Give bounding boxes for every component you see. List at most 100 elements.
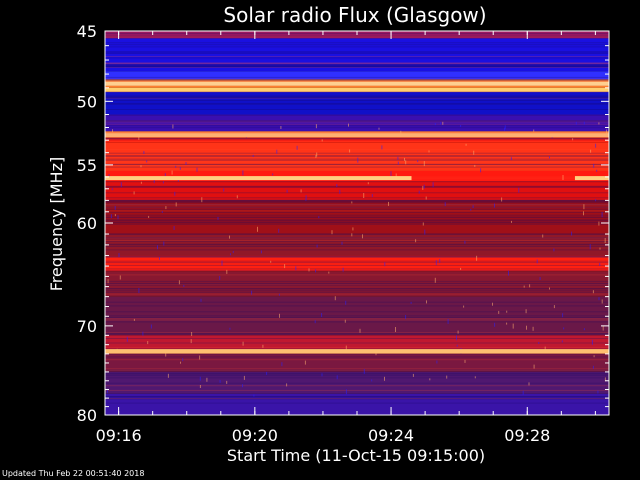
spectrum-striation bbox=[105, 219, 609, 221]
spectrum-speckle bbox=[598, 221, 600, 226]
spectrum-speckle bbox=[410, 301, 412, 304]
spectrum-striation bbox=[105, 123, 609, 125]
spectrum-speckle bbox=[286, 189, 288, 193]
spectrum-speckle bbox=[432, 182, 434, 188]
spectrum-striation bbox=[105, 96, 609, 98]
spectrum-speckle bbox=[172, 124, 174, 129]
spectrum-speckle bbox=[118, 253, 120, 258]
spectrum-striation bbox=[105, 44, 609, 46]
spectrum-speckle bbox=[562, 175, 564, 180]
spectrum-striation bbox=[105, 62, 609, 64]
spectrum-speckle bbox=[164, 173, 166, 177]
spectrum-speckle bbox=[328, 271, 330, 274]
spectrum-speckle bbox=[599, 262, 601, 266]
spectrum-speckle bbox=[510, 157, 512, 161]
spectrum-speckle bbox=[435, 260, 437, 266]
spectrum-striation bbox=[105, 398, 609, 400]
spectrum-striation bbox=[105, 222, 609, 224]
spectrum-striation bbox=[105, 161, 609, 163]
spectrum-striation bbox=[105, 100, 609, 101]
spectrum-speckle bbox=[252, 154, 254, 157]
spectrum-striation bbox=[105, 199, 609, 201]
spectrum-striation bbox=[105, 301, 609, 303]
spectrum-speckle bbox=[262, 344, 264, 348]
spectrum-speckle bbox=[384, 262, 386, 267]
spectrum-speckle bbox=[504, 127, 505, 131]
spectrum-speckle bbox=[272, 173, 274, 176]
x-tick-label: 09:28 bbox=[504, 426, 550, 445]
spectrum-speckle bbox=[404, 157, 405, 161]
y-axis-label: Frequency [MHz] bbox=[47, 157, 66, 291]
x-tick-label: 09:20 bbox=[232, 426, 278, 445]
spectrum-speckle bbox=[463, 305, 465, 308]
spectrum-striation bbox=[105, 186, 609, 188]
spectrum-striation bbox=[105, 210, 609, 212]
spectrum-speckle bbox=[253, 394, 255, 397]
spectrum-speckle bbox=[601, 212, 603, 218]
spectrum-striation bbox=[105, 385, 609, 387]
spectrum-striation bbox=[105, 57, 609, 59]
spectrum-striation bbox=[105, 256, 609, 258]
spectrum-speckle bbox=[119, 275, 121, 280]
spectrum-striation bbox=[105, 42, 609, 44]
spectrum-speckle bbox=[434, 123, 436, 126]
spectrum-striation bbox=[105, 283, 609, 285]
spectrum-striation bbox=[105, 207, 609, 209]
spectrum-speckle bbox=[345, 389, 347, 395]
spectrum-speckle bbox=[498, 310, 500, 314]
y-tick-label: 70 bbox=[77, 317, 97, 336]
spectrum-speckle bbox=[266, 371, 268, 375]
spectrum-speckle bbox=[321, 313, 323, 317]
spectrum-striation bbox=[105, 214, 609, 216]
spectrum-speckle bbox=[444, 202, 446, 207]
spectrum-speckle bbox=[157, 245, 158, 250]
spectrum-striation bbox=[105, 223, 609, 225]
spectrum-speckle bbox=[133, 318, 135, 321]
spectrum-striation bbox=[105, 103, 609, 105]
spectrum-speckle bbox=[279, 313, 280, 318]
spectrum-speckle bbox=[321, 373, 323, 377]
spectrum-striation bbox=[105, 237, 609, 238]
spectrum-striation bbox=[105, 63, 609, 65]
spectrum-speckle bbox=[604, 377, 606, 382]
spectrum-speckle bbox=[440, 121, 442, 125]
spectrum-speckle bbox=[595, 143, 597, 148]
spectrum-band bbox=[105, 38, 609, 72]
spectrum-speckle bbox=[200, 298, 202, 302]
spectrum-striation bbox=[105, 268, 609, 270]
spectrum-striation bbox=[105, 78, 609, 80]
spectrum-striation bbox=[105, 164, 609, 166]
spectrum-speckle bbox=[508, 270, 509, 276]
spectrum-speckle bbox=[480, 168, 482, 173]
spectrum-speckle bbox=[456, 344, 458, 347]
spectrum-speckle bbox=[506, 310, 508, 313]
spectrum-speckle bbox=[494, 322, 496, 327]
spectrum-speckle bbox=[536, 259, 538, 264]
spectrum-speckle bbox=[378, 127, 380, 130]
spectrum-speckle bbox=[305, 198, 307, 201]
spectrum-speckle bbox=[110, 214, 112, 219]
spectrum-striation bbox=[105, 80, 609, 82]
spectrum-speckle bbox=[126, 336, 128, 342]
spectrum-speckle bbox=[140, 181, 142, 184]
spectrum-speckle bbox=[349, 149, 351, 153]
bright-emission-line bbox=[574, 176, 610, 181]
spectrum-striation bbox=[105, 262, 609, 264]
spectrum-speckle bbox=[604, 238, 606, 243]
spectrum-speckle bbox=[561, 340, 563, 343]
spectrum-speckle bbox=[345, 300, 347, 305]
spectrum-speckle bbox=[146, 160, 148, 163]
spectrum-speckle bbox=[251, 290, 253, 295]
spectrum-striation bbox=[105, 121, 609, 123]
spectrum-striation bbox=[105, 141, 609, 143]
spectrum-band bbox=[105, 91, 609, 115]
spectrum-striation bbox=[105, 204, 609, 206]
spectrum-speckle bbox=[221, 260, 223, 266]
spectrum-speckle bbox=[179, 166, 181, 170]
spectrum-speckle bbox=[424, 229, 426, 235]
spectrum-striation bbox=[105, 200, 609, 202]
bright-emission-line bbox=[105, 349, 609, 354]
spectrum-speckle bbox=[226, 269, 228, 274]
spectrum-striation bbox=[105, 80, 609, 82]
spectrum-speckle bbox=[199, 385, 201, 388]
